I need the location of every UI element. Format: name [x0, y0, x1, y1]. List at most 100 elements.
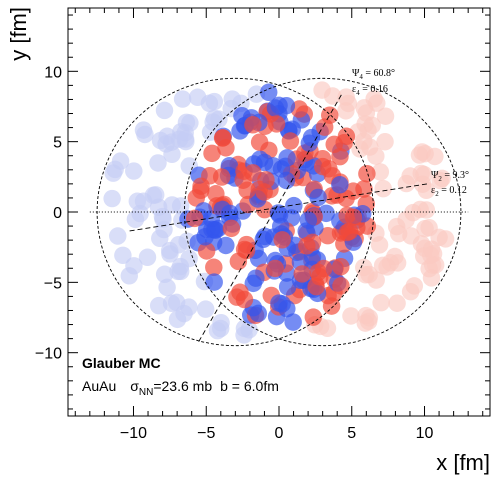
spectator-nucleon: [160, 241, 179, 260]
participant-nucleon: [244, 116, 262, 134]
participant-nucleon: [247, 269, 265, 287]
participant-nucleon: [303, 233, 322, 252]
participant-nucleon: [338, 223, 357, 242]
spectator-nucleon: [371, 163, 390, 181]
participant-nucleon: [270, 294, 288, 312]
spectator-nucleon: [125, 257, 143, 275]
participant-nucleon: [205, 273, 223, 291]
spectator-nucleon: [125, 162, 143, 180]
participant-nucleon: [319, 226, 337, 245]
participant-nucleon: [203, 144, 221, 163]
participant-nucleon: [332, 277, 350, 295]
participant-nucleon: [322, 297, 341, 315]
eps4-label: ε4 = 0.16: [352, 84, 388, 97]
spectator-nucleon: [151, 229, 169, 248]
spectator-nucleon: [211, 319, 230, 338]
spectator-nucleon: [368, 94, 386, 112]
spectator-nucleon: [240, 321, 258, 339]
participant-nucleon: [271, 217, 290, 236]
chart-title: Glauber MC: [82, 355, 161, 371]
axis-ticks: −10 −5 0 5 10 −10 −5 0 5 10: [35, 8, 490, 442]
participant-nucleon: [272, 160, 291, 178]
nucleus-outlines: [96, 77, 462, 347]
spectator-nucleon: [388, 294, 406, 312]
spectator-nucleon: [103, 189, 121, 208]
participant-nucleon: [304, 308, 323, 326]
participant-nucleon: [197, 242, 216, 260]
spectator-nucleon: [342, 307, 360, 325]
participant-nucleon: [281, 132, 300, 150]
spectator-nucleon: [149, 296, 168, 315]
participant-points: [179, 83, 377, 331]
spectator-nucleon: [410, 146, 429, 164]
spectator-nucleon: [136, 125, 154, 144]
participant-nucleon: [250, 133, 269, 151]
spectator-nucleon: [387, 217, 406, 236]
spectator-nucleon: [376, 107, 395, 125]
participant-nucleon: [278, 278, 297, 296]
participant-nucleon: [207, 185, 225, 203]
participant-nucleon: [259, 83, 278, 102]
participant-nucleon: [266, 259, 284, 278]
participant-nucleon: [273, 231, 291, 249]
spectator-nucleon: [376, 133, 394, 151]
y-tick-label: 5: [53, 135, 62, 152]
participant-nucleon: [337, 189, 355, 208]
spectator-nucleon: [337, 88, 355, 106]
participant-nucleon: [358, 164, 376, 183]
participant-nucleon: [222, 219, 241, 238]
spectator-nucleon: [155, 101, 174, 120]
spectator-nucleon: [357, 266, 375, 284]
participant-nucleon: [307, 277, 325, 296]
system-label: AuAu σNN=23.6 mb b = 6.0fm: [82, 378, 279, 398]
spectator-nucleon: [205, 109, 224, 128]
spectator-nucleon: [173, 90, 192, 108]
participant-nucleon: [267, 115, 286, 133]
spectator-nucleon: [405, 277, 424, 295]
spectator-nucleon: [426, 256, 445, 274]
spectator-nucleon: [153, 207, 172, 226]
spectator-nucleon: [196, 300, 215, 318]
participant-nucleon: [185, 209, 204, 228]
x-tick-label: 10: [416, 425, 434, 442]
participant-nucleon: [355, 180, 373, 198]
nucleus-outline: [96, 77, 375, 347]
x-tick-label: −5: [197, 425, 215, 442]
spectator-nucleon: [337, 102, 355, 120]
spectator-nucleon: [415, 165, 433, 184]
participant-nucleon: [244, 164, 262, 182]
x-tick-label: 0: [275, 425, 284, 442]
y-axis-label: y [fm]: [6, 7, 31, 61]
participant-nucleon: [205, 258, 223, 277]
participant-nucleon: [201, 167, 219, 185]
spectator-nucleon: [176, 130, 195, 148]
participant-nucleon: [285, 196, 303, 215]
spectator-nucleon: [169, 262, 187, 281]
participant-nucleon: [325, 135, 343, 154]
participant-nucleon: [256, 227, 274, 246]
participant-nucleon: [269, 204, 288, 222]
participant-nucleon: [213, 200, 231, 219]
y-tick-label: 10: [44, 64, 62, 81]
spectator-nucleon: [138, 248, 157, 267]
spectator-nucleon: [436, 230, 455, 248]
participant-nucleon: [331, 176, 349, 194]
spectator-nucleon: [323, 87, 342, 105]
participant-nucleon: [284, 313, 302, 331]
spectator-nucleon: [372, 293, 390, 312]
spectator-nucleon: [149, 154, 167, 172]
x-tick-label: −10: [120, 425, 147, 442]
spectator-nucleon: [188, 88, 207, 107]
y-tick-label: −5: [44, 275, 62, 292]
spectator-nucleon: [109, 227, 127, 245]
spectator-nucleon: [168, 310, 187, 329]
spectator-nucleon: [111, 152, 130, 170]
spectator-nucleon: [114, 246, 132, 265]
spectator-nucleon: [155, 265, 174, 283]
participant-nucleon: [217, 236, 235, 255]
participant-nucleon: [314, 259, 333, 278]
x-axis-label: x [fm]: [436, 450, 490, 475]
psi4-label: Ψ4 = 60.8°: [352, 68, 395, 81]
participant-nucleon: [332, 258, 350, 276]
